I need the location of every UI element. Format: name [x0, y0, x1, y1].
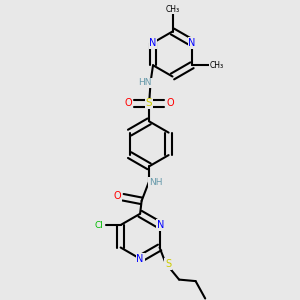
Text: HN: HN — [139, 78, 152, 88]
Text: Cl: Cl — [94, 220, 103, 230]
Text: NH: NH — [149, 178, 163, 187]
Text: CH₃: CH₃ — [165, 4, 180, 14]
Text: N: N — [149, 38, 157, 48]
Text: O: O — [166, 98, 174, 108]
Text: O: O — [124, 98, 132, 108]
Text: N: N — [188, 38, 196, 48]
Text: S: S — [165, 259, 171, 269]
Text: N: N — [157, 220, 164, 230]
Text: CH₃: CH₃ — [209, 61, 224, 70]
Text: O: O — [114, 191, 122, 201]
Text: S: S — [146, 98, 152, 108]
Text: N: N — [136, 254, 144, 264]
